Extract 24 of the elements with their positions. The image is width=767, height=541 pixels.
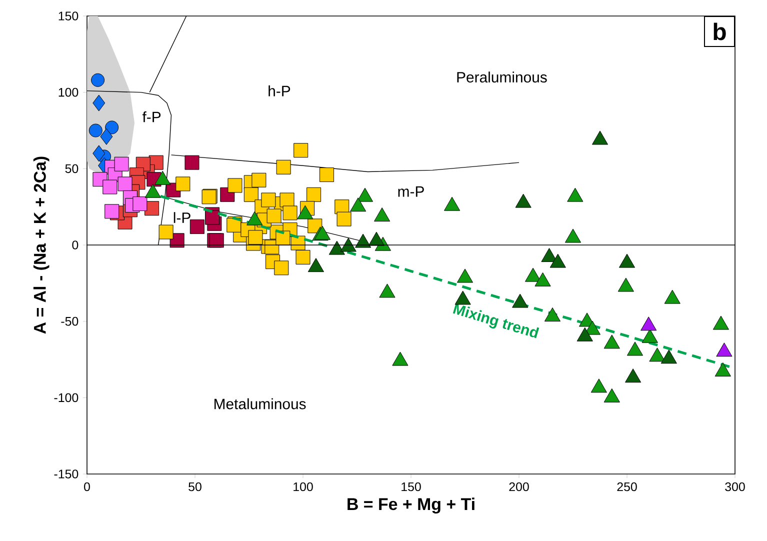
annotation: b <box>714 22 726 40</box>
y-tick-label: 150 <box>58 12 78 20</box>
x-tick-label: 200 <box>509 482 529 492</box>
annotation: Peraluminous <box>457 72 547 83</box>
y-tick-label: 0 <box>72 240 78 250</box>
y-tick-label: -150 <box>54 470 78 478</box>
y-axis-title: A = Al - (Na + K + 2Ca) <box>33 156 50 334</box>
x-tick-label: 100 <box>294 482 313 492</box>
annotation: l-P <box>174 212 190 223</box>
y-tick-label: -50 <box>61 316 78 326</box>
x-tick-label: 0 <box>84 482 90 492</box>
x-tick-label: 250 <box>617 482 637 492</box>
x-axis-title: B = Fe + Mg + Ti <box>348 498 474 514</box>
x-tick-label: 300 <box>725 482 745 492</box>
y-tick-label: 100 <box>58 88 78 97</box>
annotation: m-P <box>398 186 424 197</box>
text: Mixing trend <box>452 303 540 338</box>
y-tick-label: -100 <box>54 393 78 402</box>
annotation: Metaluminous <box>214 398 306 410</box>
y-tick-label: 50 <box>65 164 78 174</box>
annotation: h-P <box>268 85 290 96</box>
x-tick-label: 50 <box>188 482 202 492</box>
annotation: f-P <box>142 111 161 122</box>
x-tick-label: 150 <box>402 482 421 492</box>
